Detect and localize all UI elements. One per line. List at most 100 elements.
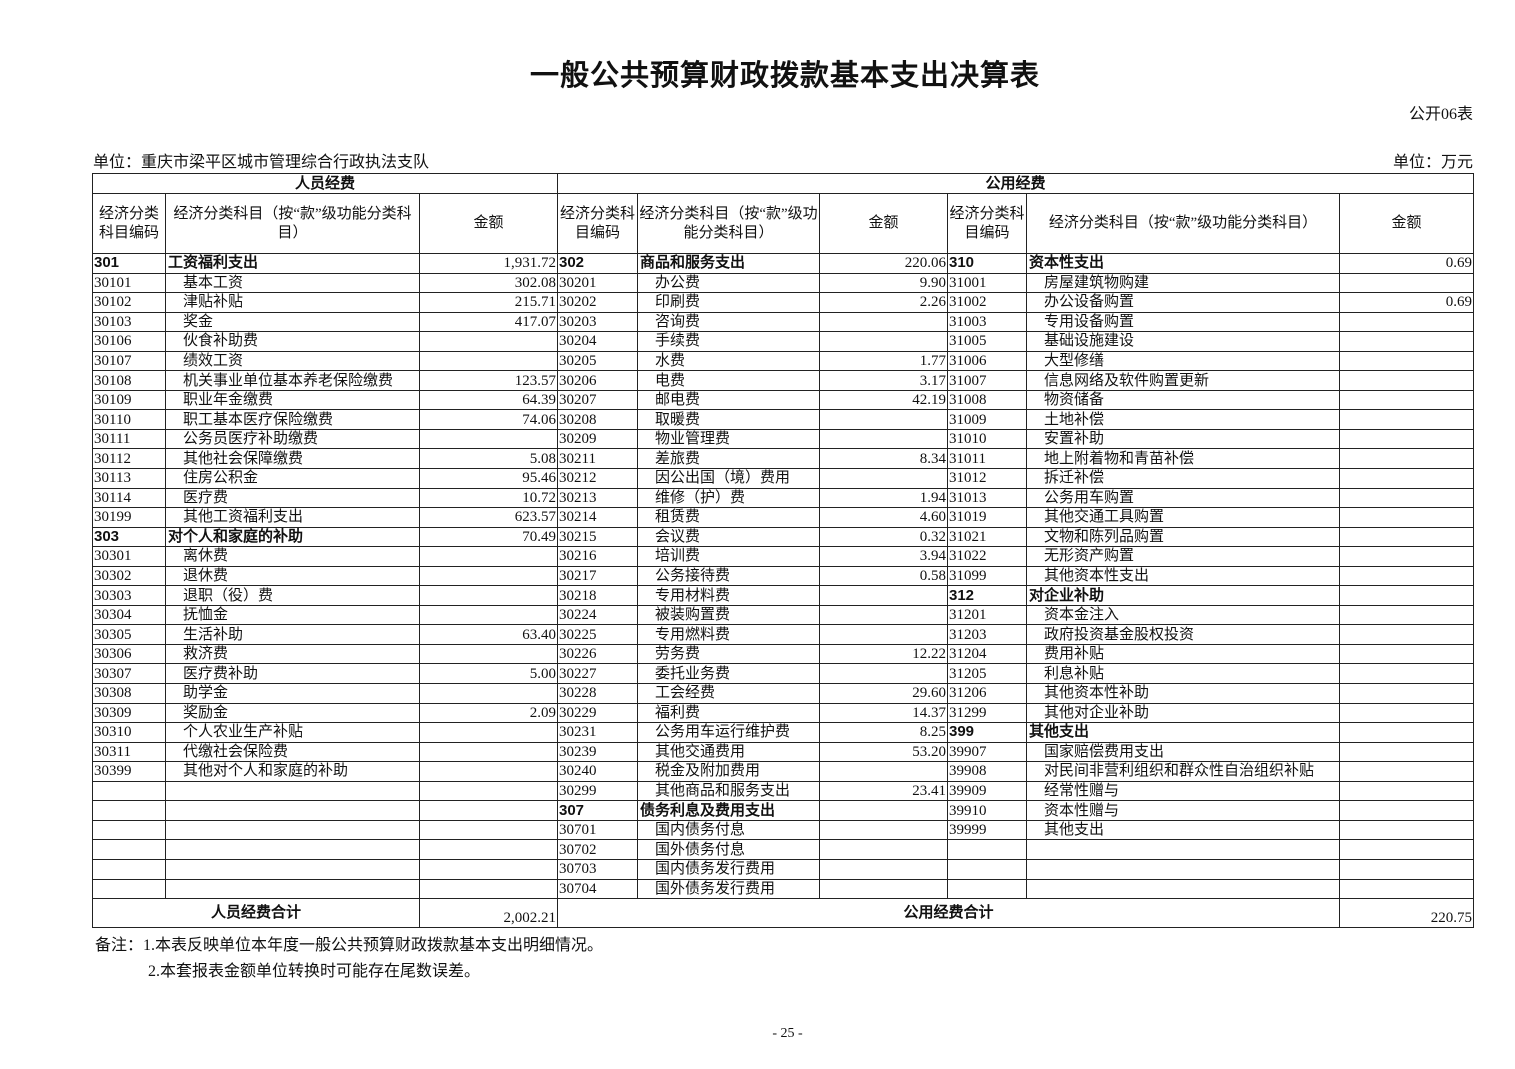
item-code: 30299 bbox=[557, 780, 638, 802]
item-code bbox=[947, 839, 1027, 860]
item-code: 30110 bbox=[92, 409, 166, 430]
item-name: 电费 bbox=[637, 370, 820, 391]
item-name: 房屋建筑物购建 bbox=[1026, 272, 1340, 294]
item-name: 邮电费 bbox=[637, 389, 820, 411]
item-name: 税金及附加费用 bbox=[637, 761, 820, 782]
table-row: 30301 离休费 30216 培训费 3.94 31022 无形资产购置 bbox=[92, 546, 1474, 567]
item-name bbox=[1026, 878, 1340, 900]
table-row: 30101 基本工资 302.08 30201 办公费 9.90 31001 房屋建筑物购建 bbox=[92, 272, 1474, 294]
item-code: 30207 bbox=[557, 389, 638, 411]
table-row: 30309 奖励金 2.09 30229 福利费 14.37 31299 其他对企业补助 bbox=[92, 702, 1474, 724]
item-code: 30702 bbox=[557, 839, 638, 860]
item-code: 399 bbox=[947, 722, 1027, 743]
item-name: 其他商品和服务支出 bbox=[637, 780, 820, 802]
item-name: 国外债务发行费用 bbox=[637, 878, 820, 900]
item-code: 30206 bbox=[557, 370, 638, 391]
unit-organization: 单位：重庆市梁平区城市管理综合行政执法支队 bbox=[93, 154, 430, 171]
item-amount bbox=[1339, 487, 1474, 509]
item-code: 30212 bbox=[557, 468, 638, 489]
item-name: 基础设施建设 bbox=[1026, 331, 1340, 352]
header-amount: 金额 bbox=[419, 193, 558, 254]
item-amount bbox=[819, 468, 948, 489]
item-code: 30113 bbox=[92, 468, 166, 489]
item-name: 其他对个人和家庭的补助 bbox=[165, 761, 420, 782]
item-amount: 74.06 bbox=[419, 409, 558, 430]
item-name: 资本性赠与 bbox=[1026, 800, 1340, 821]
item-name: 伙食补助费 bbox=[165, 331, 420, 352]
item-amount bbox=[419, 839, 558, 860]
item-code: 30701 bbox=[557, 819, 638, 841]
item-amount bbox=[1339, 272, 1474, 294]
item-amount bbox=[1339, 780, 1474, 802]
item-code: 30704 bbox=[557, 878, 638, 900]
item-amount: 623.57 bbox=[419, 507, 558, 528]
item-amount bbox=[419, 858, 558, 880]
item-code: 31021 bbox=[947, 526, 1027, 548]
item-code: 30218 bbox=[557, 585, 638, 606]
item-amount: 8.34 bbox=[819, 448, 948, 470]
table-row: 30108 机关事业单位基本养老保险缴费 123.57 30206 电费 3.17 3100… bbox=[92, 370, 1474, 391]
item-name: 水费 bbox=[637, 350, 820, 372]
item-name: 机关事业单位基本养老保险缴费 bbox=[165, 370, 420, 391]
item-name: 对个人和家庭的补助 bbox=[165, 526, 420, 548]
header-code: 经济分类科目编码 bbox=[947, 193, 1027, 254]
item-amount bbox=[419, 546, 558, 567]
public-total-amount: 220.75 bbox=[1339, 898, 1474, 929]
item-amount: 3.17 bbox=[819, 370, 948, 391]
item-name: 印刷费 bbox=[637, 292, 820, 313]
table-row: 30307 医疗费补助 5.00 30227 委托业务费 31205 利息补贴 bbox=[92, 663, 1474, 685]
item-name: 津贴补贴 bbox=[165, 292, 420, 313]
item-code: 31201 bbox=[947, 604, 1027, 626]
item-name bbox=[165, 819, 420, 841]
item-amount: 0.69 bbox=[1339, 253, 1474, 274]
item-name: 费用补贴 bbox=[1026, 643, 1340, 665]
item-name: 其他交通工具购置 bbox=[1026, 507, 1340, 528]
item-amount bbox=[419, 428, 558, 450]
item-code: 31009 bbox=[947, 409, 1027, 430]
item-amount bbox=[1339, 428, 1474, 450]
item-name: 维修（护）费 bbox=[637, 487, 820, 509]
item-code: 303 bbox=[92, 526, 166, 548]
item-name: 福利费 bbox=[637, 702, 820, 724]
item-amount: 29.60 bbox=[819, 683, 948, 704]
item-code: 30214 bbox=[557, 507, 638, 528]
item-amount bbox=[1339, 468, 1474, 489]
item-name: 利息补贴 bbox=[1026, 663, 1340, 685]
item-amount: 42.19 bbox=[819, 389, 948, 411]
item-amount bbox=[1339, 507, 1474, 528]
item-code: 30114 bbox=[92, 487, 166, 509]
item-amount bbox=[419, 761, 558, 782]
item-amount bbox=[819, 839, 948, 860]
item-amount: 12.22 bbox=[819, 643, 948, 665]
item-name: 对企业补助 bbox=[1026, 585, 1340, 606]
item-name: 职业年金缴费 bbox=[165, 389, 420, 411]
item-code bbox=[92, 839, 166, 860]
item-amount: 64.39 bbox=[419, 389, 558, 411]
item-code: 30106 bbox=[92, 331, 166, 352]
item-code: 31003 bbox=[947, 311, 1027, 333]
item-amount: 417.07 bbox=[419, 311, 558, 333]
item-amount bbox=[1339, 526, 1474, 548]
item-amount bbox=[1339, 546, 1474, 567]
item-name: 其他支出 bbox=[1026, 722, 1340, 743]
item-code: 30213 bbox=[557, 487, 638, 509]
expenditure-table: 人员经费 公用经费 经济分类科目编码 经济分类科目（按“款”级功能分类科目） 金额经… bbox=[92, 173, 1474, 929]
item-amount: 302.08 bbox=[419, 272, 558, 294]
item-amount bbox=[419, 604, 558, 626]
item-amount: 5.08 bbox=[419, 448, 558, 470]
item-amount bbox=[1339, 389, 1474, 411]
item-code: 31007 bbox=[947, 370, 1027, 391]
item-name: 医疗费 bbox=[165, 487, 420, 509]
item-name: 个人农业生产补贴 bbox=[165, 722, 420, 743]
item-amount: 220.06 bbox=[819, 253, 948, 274]
item-code: 30204 bbox=[557, 331, 638, 352]
item-name bbox=[165, 858, 420, 880]
table-row: 30103 奖金 417.07 30203 咨询费 31003 专用设备购置 bbox=[92, 311, 1474, 333]
item-code bbox=[92, 858, 166, 880]
item-name: 公务接待费 bbox=[637, 565, 820, 587]
item-amount: 63.40 bbox=[419, 624, 558, 645]
item-amount bbox=[819, 585, 948, 606]
item-amount bbox=[1339, 683, 1474, 704]
item-amount bbox=[419, 565, 558, 587]
item-name: 会议费 bbox=[637, 526, 820, 548]
